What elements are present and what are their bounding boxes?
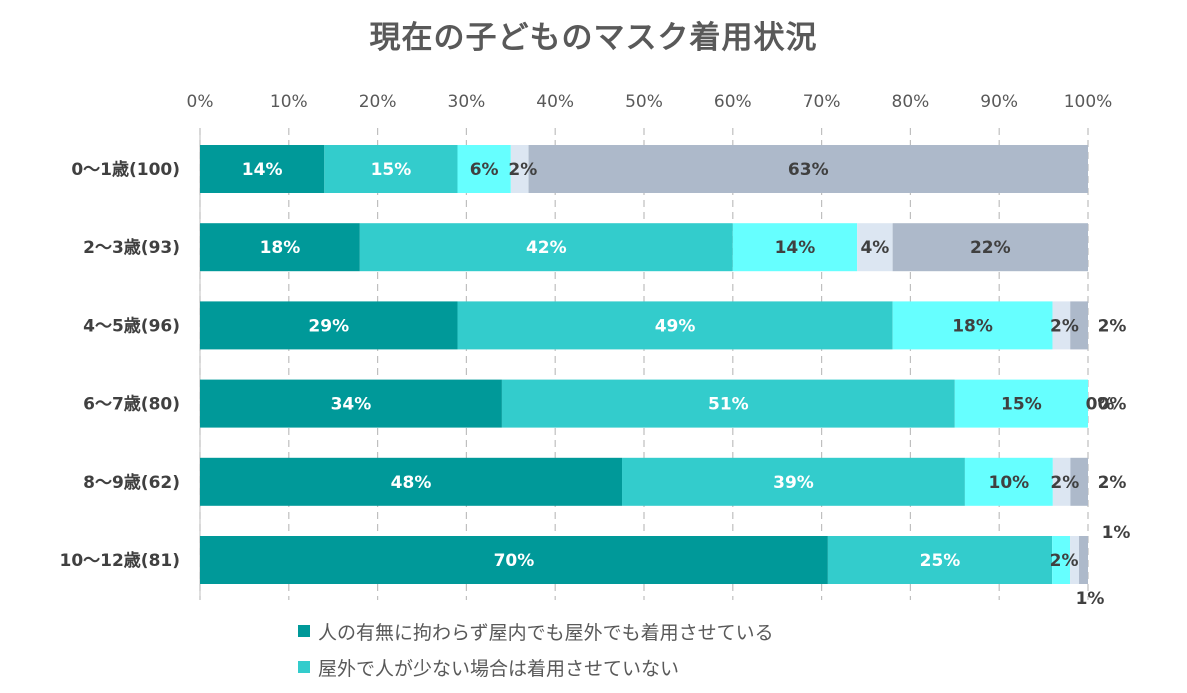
data-label: 34% (331, 395, 372, 415)
data-label: 14% (775, 238, 816, 258)
x-tick-label: 90% (980, 92, 1018, 112)
data-label: 4% (860, 238, 889, 258)
stacked-bar-chart: 0% 10% 20% 30% 40% 50% 60% 70% 80% 90% 100% 0〜1歳(1… (59, 92, 1131, 609)
bar-segment (457, 145, 511, 193)
x-tick-label: 30% (448, 92, 486, 112)
data-label: 2% (1098, 473, 1127, 493)
category-labels: 0〜1歳(100) 2〜3歳(93) 4〜5歳(96) 6〜7歳(80) 8〜9歳(62… (59, 159, 180, 571)
x-tick-labels: 0% 10% 20% 30% 40% 50% 60% 70% 80% 90% 100% (187, 92, 1113, 112)
legend-swatch-0 (298, 625, 310, 637)
bar-segment (892, 301, 1053, 350)
bar-segment (964, 457, 1053, 506)
data-label: 42% (526, 238, 567, 258)
data-label: 2% (1050, 473, 1079, 493)
bars (200, 145, 1088, 584)
x-tick-label: 70% (803, 92, 841, 112)
data-label: 14% (242, 160, 283, 180)
x-tick-label: 100% (1064, 92, 1113, 112)
category-label: 0〜1歳(100) (71, 159, 180, 180)
category-label: 2〜3歳(93) (83, 237, 180, 258)
grid-layer (199, 128, 1089, 600)
data-label: 51% (708, 395, 749, 415)
bar-segment (324, 145, 458, 193)
category-label: 10〜12歳(81) (59, 550, 180, 571)
bar-segment (1052, 457, 1071, 506)
bar-segment (200, 223, 360, 272)
x-tick-label: 20% (359, 92, 397, 112)
x-tick-label: 60% (714, 92, 752, 112)
x-tick-label: 50% (625, 92, 663, 112)
data-label: 2% (1050, 316, 1079, 336)
bar-segment (359, 223, 733, 272)
data-label: 22% (970, 238, 1011, 258)
data-label: 18% (952, 316, 993, 336)
bar-segment (1052, 536, 1071, 584)
bar-segment (954, 379, 1088, 428)
data-label: 70% (494, 551, 535, 571)
legend-swatch-1 (298, 661, 310, 673)
data-label: 48% (391, 473, 432, 493)
data-label: 18% (260, 238, 301, 258)
bar-segment (528, 145, 1088, 193)
chart-title: 現在の子どものマスク着用状況 (369, 20, 818, 56)
bar-segment (1052, 301, 1071, 350)
legend: 人の有無に拘わらず屋内でも屋外でも着用させている 屋外で人が少ない場合は着用させ… (298, 616, 774, 688)
data-label: 6% (470, 160, 499, 180)
data-label: 1% (1076, 589, 1105, 609)
bar-segment (892, 223, 1088, 272)
data-label: 39% (773, 473, 814, 493)
data-label: 1% (1102, 523, 1131, 543)
data-label: 25% (920, 551, 961, 571)
data-labels: 14% 15% 6% 2% 63% 18% 42% 14% 4% 22% 29% 49% 18% 2% 2%… (242, 160, 1131, 609)
bar-segment (1070, 536, 1080, 584)
bar-segment (1070, 457, 1088, 506)
bar-segment (732, 223, 858, 272)
data-label: 2% (1050, 551, 1079, 571)
x-tick-label: 0% (187, 92, 214, 112)
bar-segment (200, 301, 458, 350)
bar-segment (200, 379, 502, 428)
data-label: 15% (1001, 395, 1042, 415)
data-label: 2% (508, 160, 537, 180)
bar-segment (857, 223, 893, 272)
x-tick-label: 40% (536, 92, 574, 112)
data-label: 10% (989, 473, 1030, 493)
legend-label-1: 屋外で人が少ない場合は着用させていない (318, 657, 680, 680)
category-label: 6〜7歳(80) (83, 394, 180, 415)
data-label: 29% (308, 316, 349, 336)
data-label: 0% (1098, 395, 1127, 415)
bar-segment (510, 145, 529, 193)
data-label: 0% (1086, 395, 1115, 415)
bar-segment (827, 536, 1053, 584)
bar-segment (200, 145, 325, 193)
data-label: 63% (788, 160, 829, 180)
bar-segment (501, 379, 955, 428)
bar-segment (200, 536, 828, 584)
data-label: 2% (1098, 316, 1127, 336)
bar-segment (1079, 536, 1088, 584)
data-label: 15% (371, 160, 412, 180)
bar-segment (1070, 301, 1088, 350)
data-label: 49% (655, 316, 696, 336)
bar-segment (200, 457, 623, 506)
legend-label-0: 人の有無に拘わらず屋内でも屋外でも着用させている (318, 621, 774, 644)
bar-segment (622, 457, 965, 506)
legend-item-1: 屋外で人が少ない場合は着用させていない (298, 652, 774, 682)
x-tick-label: 10% (270, 92, 308, 112)
category-label: 4〜5歳(96) (83, 315, 180, 336)
bar-segment (457, 301, 893, 350)
x-tick-label: 80% (892, 92, 930, 112)
category-label: 8〜9歳(62) (83, 472, 180, 493)
legend-item-0: 人の有無に拘わらず屋内でも屋外でも着用させている (298, 616, 774, 646)
